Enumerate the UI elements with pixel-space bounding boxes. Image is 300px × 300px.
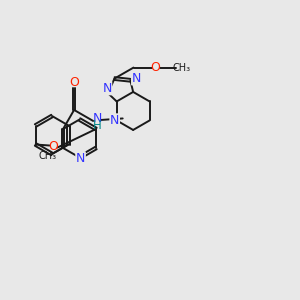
Text: O: O (49, 140, 58, 153)
Text: N: N (92, 112, 102, 125)
Text: CH₃: CH₃ (172, 63, 190, 73)
Text: O: O (69, 76, 79, 89)
Text: N: N (110, 114, 119, 127)
Text: N: N (132, 72, 141, 85)
Text: N: N (102, 82, 112, 95)
Text: H: H (93, 119, 101, 132)
Text: O: O (151, 61, 160, 74)
Text: CH₃: CH₃ (38, 151, 56, 161)
Text: N: N (76, 152, 85, 165)
